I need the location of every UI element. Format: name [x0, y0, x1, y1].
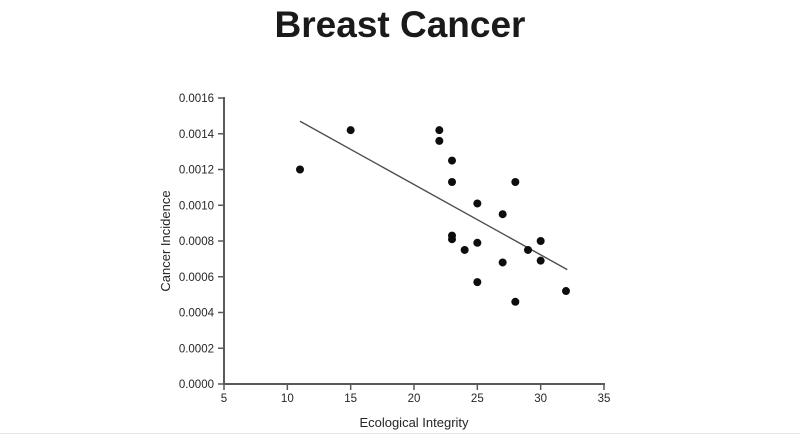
data-point [473, 278, 482, 287]
data-point [498, 258, 507, 267]
y-tick-label: 0.0000 [179, 379, 214, 391]
y-tick-label: 0.0016 [179, 93, 214, 105]
data-point [562, 287, 570, 296]
y-tick-label: 0.0004 [179, 308, 215, 320]
x-tick-label: 10 [281, 393, 294, 405]
y-tick-label: 0.0014 [179, 129, 215, 141]
data-point [536, 237, 545, 245]
x-axis-label: Ecological Integrity [359, 415, 469, 430]
data-point [473, 238, 482, 247]
data-point [536, 256, 545, 265]
data-point [448, 156, 456, 165]
x-tick-label: 15 [344, 393, 357, 405]
y-tick-label: 0.0008 [179, 236, 214, 248]
x-tick-label: 5 [221, 393, 227, 405]
trend-line [299, 120, 568, 271]
data-point [511, 297, 520, 306]
y-tick-label: 0.0002 [179, 343, 214, 355]
data-point [435, 136, 444, 145]
data-point [511, 178, 520, 187]
data-point [524, 245, 532, 254]
y-tick-label: 0.0006 [179, 272, 214, 284]
x-tick-label: 20 [408, 393, 421, 405]
data-point [498, 210, 507, 219]
data-point [435, 126, 444, 135]
y-tick-label: 0.0012 [179, 165, 214, 177]
data-point [448, 178, 456, 187]
x-tick-label: 25 [471, 393, 484, 405]
data-point [448, 235, 456, 244]
data-point [473, 199, 482, 208]
y-tick-label: 0.0010 [179, 200, 214, 212]
data-point [296, 165, 304, 174]
chart-title: Breast Cancer [274, 4, 526, 45]
data-point [460, 245, 469, 254]
x-tick-label: 35 [598, 393, 611, 405]
data-point [346, 126, 355, 135]
chart-layer: 0.0000 0.0002 0.0004 0.0006 0.0008 0.0010 0.00… [179, 93, 611, 405]
y-axis-label: Cancer Incidence [158, 190, 173, 291]
x-tick-label: 30 [534, 393, 547, 405]
